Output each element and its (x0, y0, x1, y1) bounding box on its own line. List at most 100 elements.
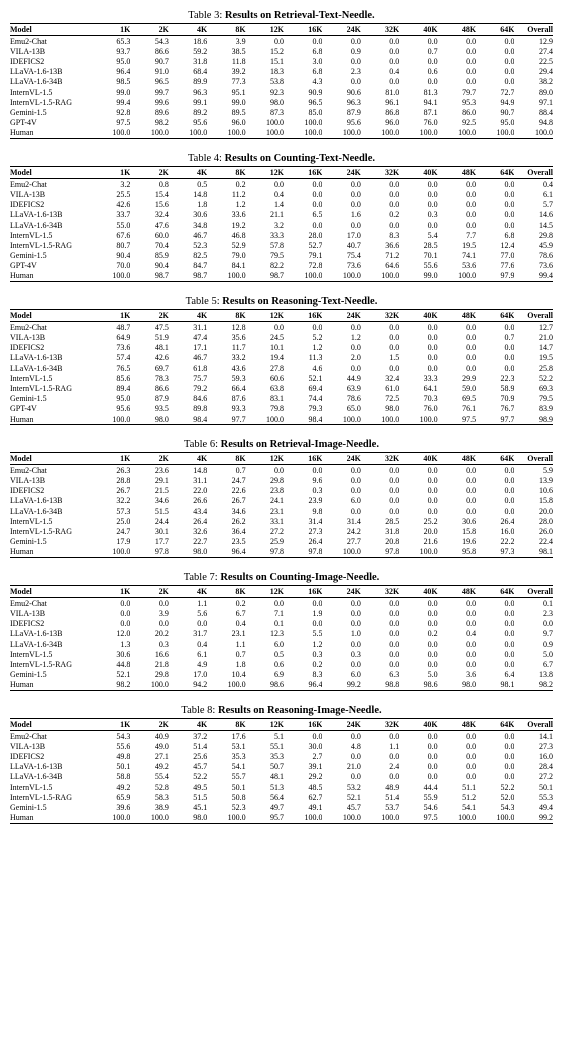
value-cell: 70.0 (92, 261, 130, 271)
value-cell: 0.0 (399, 465, 437, 476)
value-cell: 32.4 (361, 373, 399, 383)
value-cell: 1.1 (207, 639, 245, 649)
value-cell: 1.9 (284, 608, 322, 618)
value-cell: 52.0 (476, 792, 514, 802)
value-cell: 0.0 (476, 200, 514, 210)
model-name-cell: Human (10, 271, 92, 282)
value-cell: 94.2 (169, 680, 207, 691)
value-cell: 98.2 (514, 680, 553, 691)
value-cell: 0.0 (399, 496, 437, 506)
value-cell: 49.1 (284, 802, 322, 812)
table-block-1: Table 4: Results on Counting-Text-Needle… (10, 153, 553, 282)
value-cell: 31.1 (169, 322, 207, 333)
value-cell: 26.4 (476, 516, 514, 526)
value-cell: 86.6 (130, 46, 168, 56)
value-cell: 87.9 (322, 108, 360, 118)
col-header: 40K (399, 453, 437, 465)
value-cell: 0.2 (284, 659, 322, 669)
value-cell: 100.0 (284, 128, 322, 139)
value-cell: 11.3 (284, 353, 322, 363)
value-cell: 46.7 (169, 230, 207, 240)
results-table: Model1K2K4K8K12K16K24K32K40K48K64KOveral… (10, 585, 553, 691)
table-row: IDEFICS295.090.731.811.815.13.00.00.00.0… (10, 57, 553, 67)
table-row: VILA-13B55.649.051.453.155.130.04.81.10.… (10, 741, 553, 751)
value-cell: 100.0 (514, 128, 553, 139)
value-cell: 0.0 (476, 36, 514, 47)
value-cell: 63.9 (322, 383, 360, 393)
value-cell: 0.0 (476, 57, 514, 67)
value-cell: 21.1 (246, 210, 284, 220)
value-cell: 54.1 (207, 762, 245, 772)
value-cell: 0.0 (438, 476, 476, 486)
table-row: VILA-13B28.829.131.124.729.89.60.00.00.0… (10, 476, 553, 486)
value-cell: 0.0 (92, 598, 130, 609)
value-cell: 1.5 (361, 353, 399, 363)
value-cell: 38.5 (207, 46, 245, 56)
value-cell: 24.4 (130, 516, 168, 526)
value-cell: 66.4 (207, 383, 245, 393)
value-cell: 0.0 (399, 200, 437, 210)
value-cell: 0.0 (322, 179, 360, 190)
value-cell: 0.0 (438, 210, 476, 220)
value-cell: 0.0 (322, 659, 360, 669)
col-header: 16K (284, 310, 322, 322)
col-header: 48K (438, 24, 476, 36)
value-cell: 0.0 (438, 77, 476, 87)
value-cell: 21.6 (399, 537, 437, 547)
value-cell: 98.9 (514, 414, 553, 425)
value-cell: 76.5 (92, 363, 130, 373)
value-cell: 50.1 (514, 782, 553, 792)
value-cell: 31.1 (169, 476, 207, 486)
col-header: 24K (322, 453, 360, 465)
value-cell: 89.4 (92, 383, 130, 393)
col-header: Model (10, 586, 92, 598)
value-cell: 12.4 (476, 240, 514, 250)
value-cell: 0.0 (284, 179, 322, 190)
value-cell: 5.2 (284, 333, 322, 343)
value-cell: 100.0 (438, 813, 476, 824)
value-cell: 98.0 (361, 404, 399, 414)
value-cell: 0.4 (246, 189, 284, 199)
value-cell: 0.0 (92, 608, 130, 618)
value-cell: 0.0 (399, 343, 437, 353)
col-header: 2K (130, 310, 168, 322)
table-block-2: Table 5: Results on Reasoning-Text-Needl… (10, 296, 553, 425)
value-cell: 0.0 (322, 476, 360, 486)
value-cell: 0.0 (361, 731, 399, 742)
value-cell: 84.7 (169, 261, 207, 271)
table-row: Human100.0100.0100.0100.0100.0100.0100.0… (10, 128, 553, 139)
value-cell: 18.6 (169, 36, 207, 47)
value-cell: 82.2 (246, 261, 284, 271)
value-cell: 6.8 (284, 46, 322, 56)
value-cell: 100.0 (361, 414, 399, 425)
value-cell: 85.6 (92, 373, 130, 383)
value-cell: 17.7 (130, 537, 168, 547)
value-cell: 0.2 (361, 210, 399, 220)
value-cell: 14.6 (514, 210, 553, 220)
value-cell: 87.3 (246, 108, 284, 118)
value-cell: 0.2 (399, 629, 437, 639)
value-cell: 45.7 (322, 802, 360, 812)
table-row: Human100.0100.098.0100.095.7100.0100.010… (10, 813, 553, 824)
col-header: Overall (514, 24, 553, 36)
value-cell: 87.1 (399, 108, 437, 118)
value-cell: 7.7 (438, 230, 476, 240)
value-cell: 96.4 (207, 547, 245, 558)
table-row: VILA-13B64.951.947.435.624.55.21.20.00.0… (10, 333, 553, 343)
col-header: 1K (92, 310, 130, 322)
caption-prefix: Table 5: (186, 296, 223, 307)
value-cell: 32.2 (92, 496, 130, 506)
value-cell: 32.6 (169, 527, 207, 537)
value-cell: 0.0 (438, 36, 476, 47)
value-cell: 0.0 (322, 57, 360, 67)
value-cell: 69.7 (130, 363, 168, 373)
value-cell: 97.5 (399, 813, 437, 824)
value-cell: 0.0 (438, 322, 476, 333)
model-name-cell: LLaVA-1.6-34B (10, 220, 92, 230)
col-header: 4K (169, 167, 207, 179)
caption-title: Results on Counting-Text-Needle. (225, 153, 375, 164)
value-cell: 4.3 (284, 77, 322, 87)
value-cell: 28.5 (399, 240, 437, 250)
value-cell: 0.4 (361, 67, 399, 77)
value-cell: 47.4 (169, 333, 207, 343)
